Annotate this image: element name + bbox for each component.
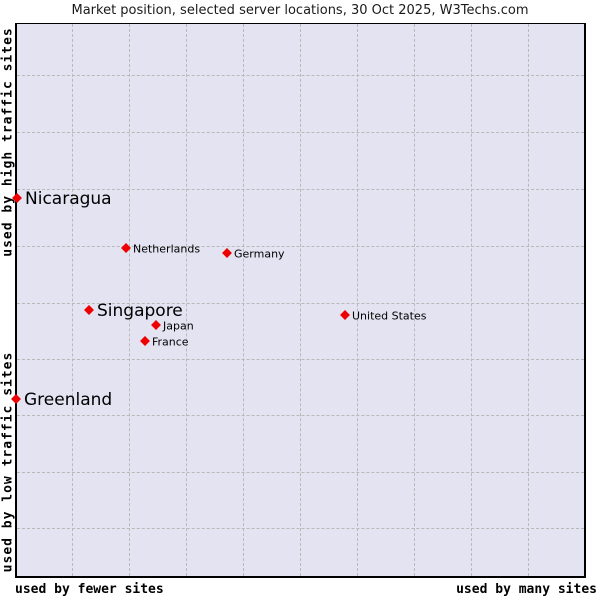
gridline-horizontal bbox=[17, 132, 584, 133]
gridline-vertical bbox=[72, 24, 73, 576]
plot-area: Nicaragua Netherlands Germany Singapore Japa… bbox=[11, 23, 586, 578]
gridline-vertical bbox=[528, 24, 529, 576]
gridline-vertical bbox=[300, 24, 301, 576]
data-point-diamond-icon-united-states bbox=[340, 310, 350, 320]
point-label-nicaragua: Nicaragua bbox=[25, 189, 112, 209]
gridline-horizontal bbox=[17, 359, 584, 360]
point-label-singapore: Singapore bbox=[97, 301, 183, 321]
gridline-vertical bbox=[243, 24, 244, 576]
data-point-diamond-icon-france bbox=[140, 336, 150, 346]
data-point-diamond-icon-japan bbox=[151, 320, 161, 330]
gridline-vertical bbox=[357, 24, 358, 576]
gridline-horizontal bbox=[17, 528, 584, 529]
data-point-diamond-icon-netherlands bbox=[121, 243, 131, 253]
point-label-japan: Japan bbox=[163, 319, 194, 333]
gridline-horizontal bbox=[17, 415, 584, 416]
y-axis-label-low-traffic: used by low traffic sites bbox=[0, 351, 16, 573]
point-label-united-states: United States bbox=[352, 309, 427, 323]
chart-title: Market position, selected server locatio… bbox=[71, 3, 529, 18]
point-label-germany: Germany bbox=[234, 247, 285, 261]
x-axis-label-many-sites: used by many sites bbox=[456, 582, 597, 597]
point-label-france: France bbox=[152, 335, 189, 349]
data-point-diamond-icon-germany bbox=[222, 248, 232, 258]
gridline-vertical bbox=[414, 24, 415, 576]
point-label-greenland: Greenland bbox=[24, 390, 113, 410]
data-point-diamond-icon-singapore bbox=[84, 305, 94, 315]
gridline-vertical bbox=[471, 24, 472, 576]
point-label-netherlands: Netherlands bbox=[133, 242, 201, 256]
x-axis-label-fewer-sites: used by fewer sites bbox=[15, 582, 164, 597]
gridline-horizontal bbox=[17, 246, 584, 247]
gridline-horizontal bbox=[17, 472, 584, 473]
gridline-horizontal bbox=[17, 75, 584, 76]
y-axis-label-high-traffic: used by high traffic sites bbox=[0, 27, 16, 257]
gridline-vertical bbox=[186, 24, 187, 576]
gridline-vertical bbox=[129, 24, 130, 576]
